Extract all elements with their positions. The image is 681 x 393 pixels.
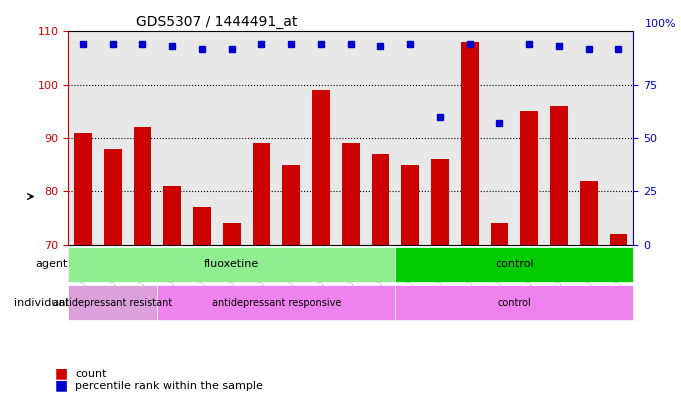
Text: ■: ■ bbox=[54, 366, 67, 380]
Bar bbox=[342, 143, 360, 245]
Bar bbox=[104, 149, 122, 245]
FancyBboxPatch shape bbox=[68, 285, 157, 320]
Text: agent: agent bbox=[35, 259, 68, 269]
Text: control: control bbox=[497, 298, 531, 308]
Text: ■: ■ bbox=[54, 378, 67, 392]
FancyBboxPatch shape bbox=[157, 285, 396, 320]
Text: fluoxetine: fluoxetine bbox=[204, 259, 259, 269]
Text: count: count bbox=[75, 369, 106, 379]
Bar bbox=[163, 186, 181, 245]
Bar bbox=[490, 223, 509, 245]
Bar bbox=[431, 160, 449, 245]
Bar bbox=[520, 111, 538, 245]
Text: GDS5307 / 1444491_at: GDS5307 / 1444491_at bbox=[136, 15, 298, 29]
Bar bbox=[253, 143, 270, 245]
Bar bbox=[401, 165, 419, 245]
Bar bbox=[283, 165, 300, 245]
Text: control: control bbox=[495, 259, 534, 269]
Bar bbox=[550, 106, 568, 245]
Bar bbox=[461, 42, 479, 245]
Text: percentile rank within the sample: percentile rank within the sample bbox=[75, 381, 263, 391]
Bar bbox=[609, 234, 627, 245]
Bar bbox=[580, 181, 598, 245]
Bar bbox=[223, 223, 240, 245]
FancyBboxPatch shape bbox=[396, 247, 633, 281]
Bar bbox=[74, 133, 92, 245]
Bar bbox=[372, 154, 390, 245]
Text: 100%: 100% bbox=[645, 19, 676, 29]
Text: antidepressant resistant: antidepressant resistant bbox=[53, 298, 172, 308]
FancyBboxPatch shape bbox=[68, 247, 396, 281]
Bar bbox=[193, 208, 211, 245]
Text: individual: individual bbox=[14, 298, 68, 308]
FancyBboxPatch shape bbox=[396, 285, 633, 320]
Bar bbox=[312, 90, 330, 245]
Bar bbox=[133, 127, 151, 245]
Text: antidepressant responsive: antidepressant responsive bbox=[212, 298, 341, 308]
